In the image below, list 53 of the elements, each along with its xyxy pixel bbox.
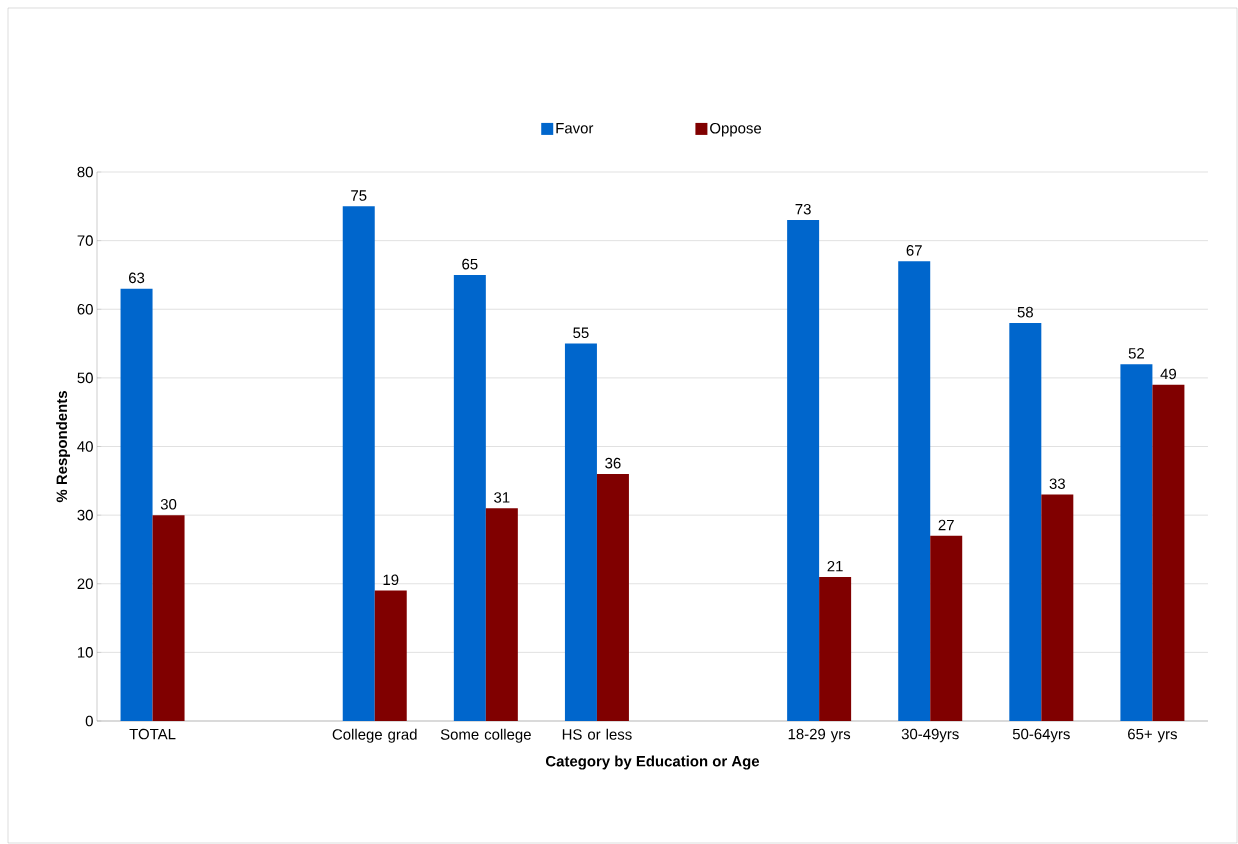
y-tick-label: 50 — [77, 372, 93, 384]
x-tick-label: 65+ yrs — [1128, 728, 1177, 743]
bar — [342, 206, 375, 721]
y-tick-label: 0 — [85, 715, 93, 727]
x-tick-label: Some college — [440, 728, 531, 743]
data-label: 33 — [1049, 478, 1065, 490]
data-label: 63 — [129, 272, 145, 284]
bar — [898, 261, 931, 721]
bar — [819, 576, 852, 721]
bar — [596, 473, 629, 721]
bar — [930, 535, 963, 721]
data-label: 49 — [1160, 368, 1177, 380]
bar — [485, 508, 518, 721]
data-label: 75 — [351, 190, 367, 201]
x-tick-label: 18-29 yrs — [788, 728, 851, 743]
data-label: 21 — [827, 560, 843, 572]
data-label: 52 — [1128, 348, 1144, 359]
x-axis-title: Category by Education or Age — [545, 755, 760, 770]
data-label: 31 — [494, 492, 510, 503]
y-tick-label: 40 — [77, 441, 93, 452]
data-label: 67 — [906, 245, 922, 256]
bar — [120, 288, 153, 721]
data-label: 65 — [462, 258, 478, 270]
data-label: 36 — [605, 457, 621, 469]
legend-label: Oppose — [710, 122, 762, 137]
y-tick-label: 70 — [77, 235, 93, 246]
y-tick-label: 60 — [77, 303, 93, 315]
bar — [1120, 364, 1153, 721]
bar — [1041, 494, 1074, 721]
bar — [152, 515, 185, 721]
x-tick-label: HS or less — [562, 728, 632, 740]
bar — [374, 590, 407, 721]
x-tick-label: 50-64yrs — [1012, 728, 1070, 743]
data-label: 55 — [573, 327, 589, 339]
data-label: 58 — [1017, 306, 1033, 318]
bar — [1009, 322, 1042, 721]
data-label: 27 — [938, 519, 954, 531]
y-tick-label: 20 — [77, 578, 93, 590]
bar — [1152, 384, 1185, 721]
x-tick-label: TOTAL — [129, 728, 176, 740]
y-axis-title: % Respondents — [56, 391, 71, 503]
bar — [564, 343, 597, 721]
x-tick-label: 30-49yrs — [901, 728, 959, 743]
bar — [453, 274, 486, 721]
x-tick-label: College grad — [332, 728, 417, 743]
data-label: 73 — [795, 203, 811, 215]
legend-label: Favor — [556, 123, 594, 134]
data-label: 30 — [160, 499, 177, 510]
y-tick-label: 10 — [78, 647, 93, 658]
bar — [787, 220, 820, 721]
y-tick-label: 80 — [77, 166, 93, 178]
data-label: 19 — [383, 574, 399, 586]
y-tick-label: 30 — [77, 509, 93, 521]
